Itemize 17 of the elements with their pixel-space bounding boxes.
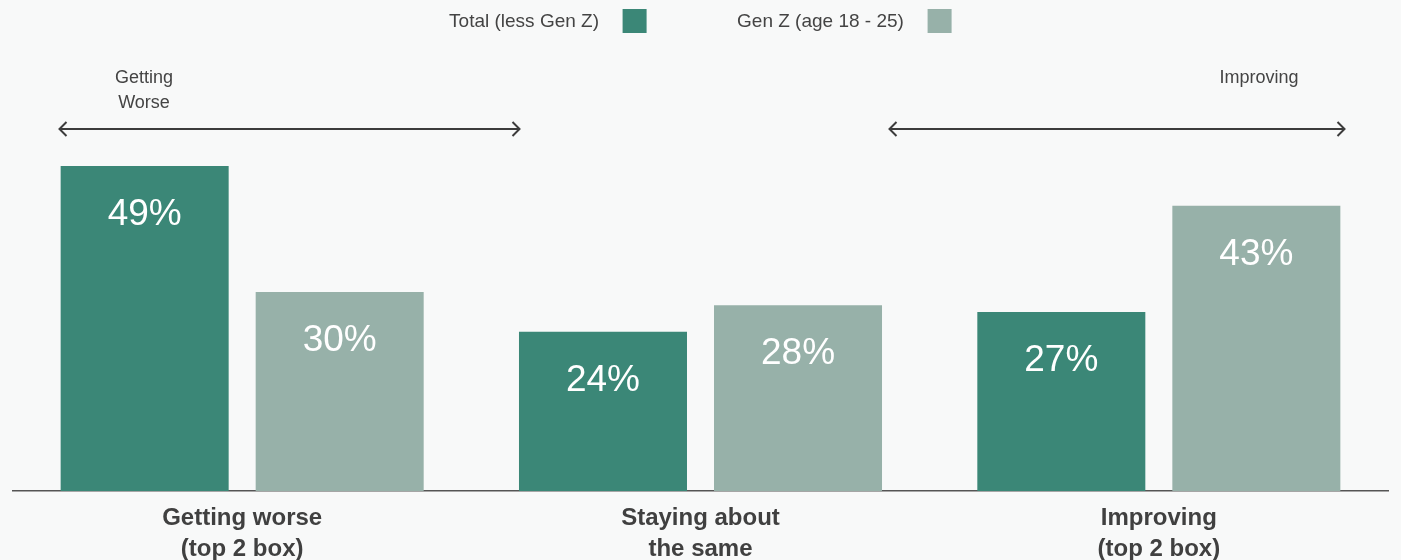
text: Improving [1219, 66, 1299, 89]
bar [977, 311, 1146, 491]
bar [714, 305, 883, 491]
data-label: 28% [760, 331, 836, 373]
data-label: 43% [1219, 232, 1294, 273]
bar [1172, 205, 1341, 491]
x-tick-label: Staying about the same [621, 503, 780, 560]
data-label: 49% [107, 192, 182, 234]
legend-label: Gen Z (age 18 - 25) [737, 10, 904, 32]
bar [255, 292, 424, 491]
bar [60, 166, 229, 491]
text: Getting Worse [114, 66, 174, 114]
bar [518, 331, 687, 491]
legend-label: Total (less Gen Z) [449, 10, 600, 32]
data-label: 27% [1024, 338, 1099, 380]
data-label: 30% [302, 318, 377, 360]
data-label: 24% [565, 358, 641, 400]
